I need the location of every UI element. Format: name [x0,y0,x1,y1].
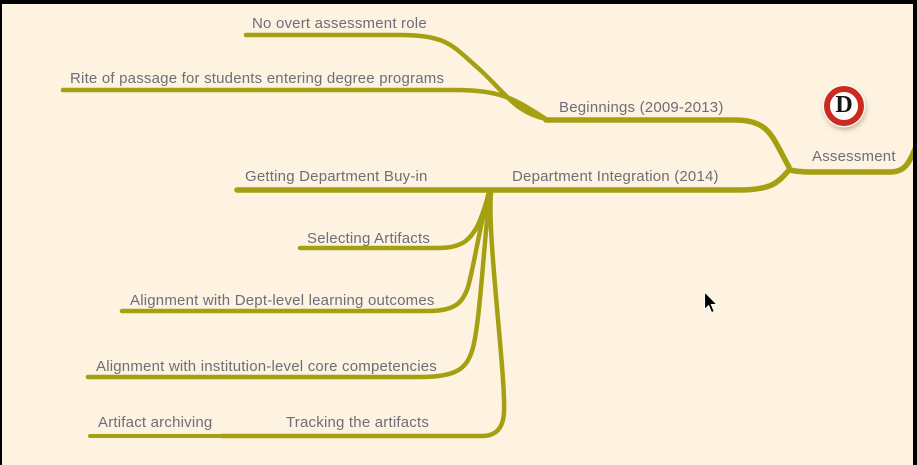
screen-edge-top [0,0,917,4]
branch-dept-outcomes [119,189,492,314]
node-getting-department-buy-in[interactable]: Getting Department Buy-in [245,168,428,185]
branch-dept-integration [234,167,792,193]
branch-core-competencies [85,190,493,380]
branch-root-assessment [786,146,917,175]
node-alignment-dept-level[interactable]: Alignment with Dept-level learning outco… [130,292,435,309]
node-beginnings[interactable]: Beginnings (2009-2013) [559,99,724,116]
node-artifact-archiving[interactable]: Artifact archiving [98,414,213,431]
node-alignment-institution-level[interactable]: Alignment with institution-level core co… [96,358,437,375]
screen-edge-left [0,0,2,465]
node-department-integration[interactable]: Department Integration (2014) [512,168,719,185]
node-rite-of-passage[interactable]: Rite of passage for students entering de… [70,70,445,87]
branch-rite-of-passage [60,87,549,122]
node-selecting-artifacts[interactable]: Selecting Artifacts [307,230,431,247]
mouse-cursor-icon [703,291,719,314]
node-tracking-the-artifacts[interactable]: Tracking the artifacts [286,414,430,431]
screen-edge-right [913,0,917,465]
branch-no-overt [243,32,549,122]
d-stamp-icon[interactable]: D [824,86,864,126]
d-stamp-letter: D [835,92,853,118]
branch-beginnings [543,117,792,170]
node-root-assessment[interactable]: Assessment [812,148,896,165]
branch-tracking [219,190,507,439]
node-no-overt-assessment-role[interactable]: No overt assessment role [252,15,427,32]
